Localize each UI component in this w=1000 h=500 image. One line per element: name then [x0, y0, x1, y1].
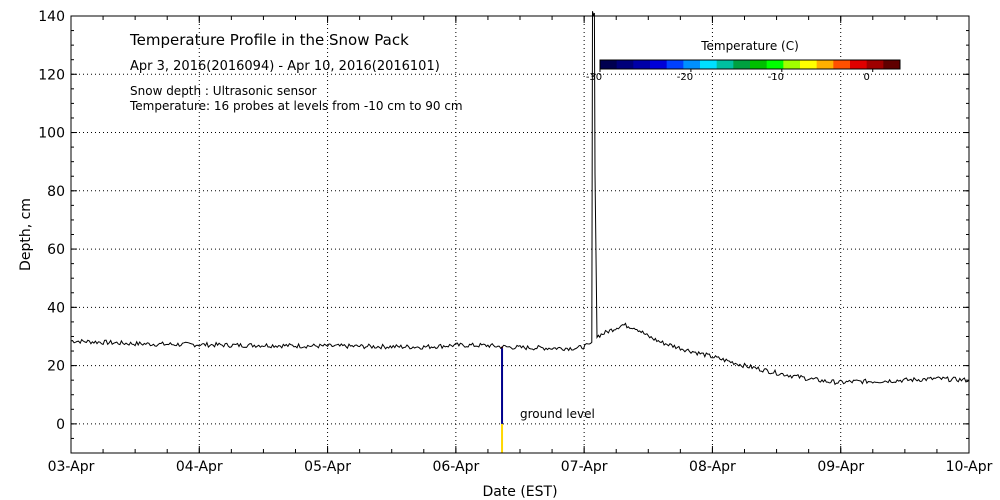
x-tick-label: 07-Apr — [561, 459, 608, 475]
chart-subtitle: Apr 3, 2016(2016094) - Apr 10, 2016(2016… — [130, 59, 440, 74]
colorbar-swatch — [800, 60, 818, 69]
colorbar-swatch — [700, 60, 718, 69]
colorbar-swatch — [716, 60, 734, 69]
axis-ticks: 0 20 40 60 80 100 120 140 03-Apr 04-Apr 05-Apr 06-A… — [38, 9, 992, 475]
colorbar-swatch — [816, 60, 834, 69]
colorbar-swatch — [666, 60, 684, 69]
plot-frame — [70, 15, 970, 454]
y-tick-label: 40 — [47, 300, 65, 316]
colorbar-tick-label: -20 — [677, 72, 693, 83]
x-tick-label: 06-Apr — [432, 459, 479, 475]
x-tick-label: 10-Apr — [946, 459, 993, 475]
colorbar-tick-label: -10 — [768, 72, 784, 83]
colorbar-swatch — [683, 60, 701, 69]
y-tick-label: 140 — [38, 9, 65, 25]
colorbar-title: Temperature (C) — [700, 39, 799, 53]
colorbar-swatch — [833, 60, 851, 69]
colorbar-swatch — [783, 60, 801, 69]
y-tick-label: 80 — [47, 184, 65, 200]
colorbar-tick-label: 0 — [864, 72, 870, 83]
y-axis-title: Depth, cm — [18, 198, 34, 271]
y-tick-label: 100 — [38, 126, 65, 142]
chart-title: Temperature Profile in the Snow Pack — [129, 31, 409, 49]
colorbar-frame — [599, 59, 901, 70]
colorbar-tick-label: -30 — [586, 72, 602, 83]
x-tick-label: 04-Apr — [176, 459, 223, 475]
colorbar-swatch — [733, 60, 751, 69]
x-tick-label: 09-Apr — [817, 459, 864, 475]
x-tick-label: 08-Apr — [689, 459, 736, 475]
chart-note-probes: Temperature: 16 probes at levels from -1… — [129, 99, 463, 113]
colorbar-swatch — [750, 60, 768, 69]
y-tick-label: 0 — [56, 417, 65, 433]
colorbar-swatch — [600, 60, 618, 69]
snow-depth-line — [70, 11, 970, 386]
ground-level-label: ground level — [520, 407, 595, 421]
colorbar-swatch — [616, 60, 634, 69]
colorbar-swatch — [633, 60, 651, 69]
colorbar-swatch — [650, 60, 668, 69]
colorbar-swatch — [766, 60, 784, 69]
grid — [71, 16, 969, 453]
colorbar-swatch — [850, 60, 868, 69]
y-tick-label: 20 — [47, 359, 65, 375]
temperature-colorbar: -30 -20 -10 0 — [586, 59, 901, 83]
colorbar-swatch — [883, 60, 901, 69]
y-tick-label: 60 — [47, 242, 65, 258]
plot-area: ground level — [70, 11, 970, 453]
x-tick-label: 05-Apr — [304, 459, 351, 475]
y-tick-label: 120 — [38, 67, 65, 83]
colorbar-swatch — [866, 60, 884, 69]
x-axis-title: Date (EST) — [482, 484, 557, 500]
chart-note-sensor: Snow depth : Ultrasonic sensor — [130, 84, 317, 98]
x-tick-label: 03-Apr — [48, 459, 95, 475]
